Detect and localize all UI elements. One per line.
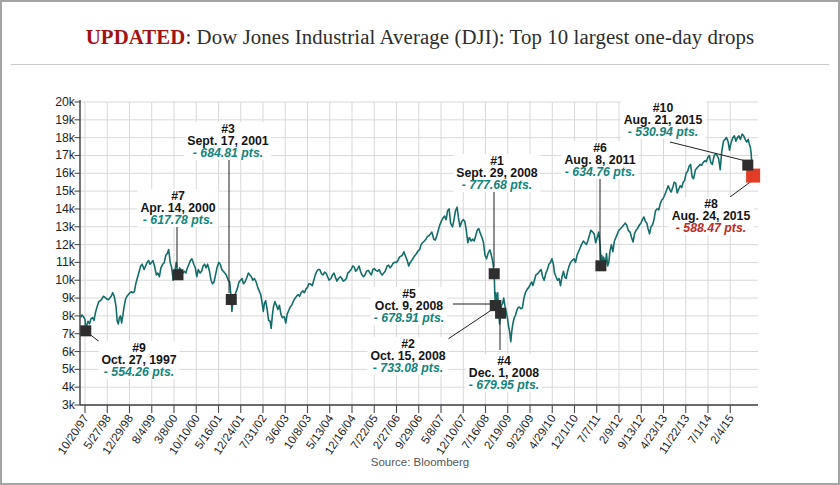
drop-marker — [490, 300, 501, 311]
y-axis-label: 18k — [55, 131, 76, 145]
y-axis-label: 19k — [55, 113, 76, 127]
drop-points-lost: - 634.76 pts. — [564, 166, 635, 178]
drop-marker-red — [746, 169, 760, 183]
drop-marker — [595, 260, 606, 271]
y-axis-label: 14k — [55, 202, 76, 216]
drop-points-lost: - 733.08 pts. — [370, 362, 445, 374]
drop-annotation-2: #2Oct. 15, 2008- 733.08 pts. — [367, 337, 448, 375]
y-axis-label: 15k — [55, 184, 76, 198]
y-axis-label: 16k — [55, 166, 76, 180]
y-axis-label: 8k — [62, 309, 76, 323]
y-axis-label: 3k — [62, 398, 76, 412]
drop-marker — [226, 294, 237, 305]
y-axis-label: 6k — [62, 345, 76, 359]
drop-points-lost: - 588.47 pts. — [672, 222, 751, 234]
drop-annotation-9: #9Oct. 27, 1997- 554.26 pts. — [98, 341, 179, 379]
y-axis-label: 13k — [55, 220, 76, 234]
drop-marker — [80, 325, 91, 336]
x-axis-label: 2/4/15 — [707, 412, 736, 446]
drop-annotation-10: #10Aug. 21, 2015- 530.94 pts. — [621, 101, 706, 139]
drop-annotation-6: #6Aug. 8, 2011- 634.76 pts. — [561, 141, 638, 179]
y-axis-label: 7k — [62, 327, 76, 341]
drop-points-lost: - 554.26 pts. — [101, 366, 176, 378]
drop-points-lost: - 530.94 pts. — [624, 126, 703, 138]
drop-points-lost: - 678.91 pts. — [374, 312, 444, 324]
drop-points-lost: - 617.78 pts. — [140, 214, 215, 226]
drop-points-lost: - 684.81 pts. — [187, 147, 268, 159]
drop-annotation-3: #3Sept. 17, 2001- 684.81 pts. — [184, 122, 271, 160]
dji-line-chart: 3k 4k 5k 6k 7k 8k 9k 10k 11k 12k 13k 14k 15k 16k 17k 18… — [0, 0, 840, 485]
y-axis-label: 12k — [55, 238, 76, 252]
drop-marker — [489, 268, 500, 279]
drop-annotation-7: #7Apr. 14, 2000- 617.78 pts. — [137, 189, 218, 227]
y-axis-label: 17k — [55, 148, 76, 162]
y-axis-label: 11k — [56, 255, 76, 269]
y-axis-label: 4k — [62, 380, 76, 394]
source-caption: Source: Bloomberg — [0, 456, 840, 468]
drop-points-lost: - 679.95 pts. — [469, 379, 539, 391]
y-axis-label: 20k — [55, 95, 76, 109]
drop-annotation-5: #5Oct. 9, 2008- 678.91 pts. — [371, 287, 447, 325]
drop-marker — [742, 160, 753, 171]
y-axis-label: 5k — [62, 362, 76, 376]
drop-annotation-4: #4Dec. 1, 2008- 679.95 pts. — [466, 354, 542, 392]
y-axis-label: 9k — [62, 291, 76, 305]
drop-annotation-8: #8Aug. 24, 2015- 588.47 pts. — [669, 197, 754, 235]
x-axis-label: 10/20/97 — [55, 412, 91, 457]
drop-annotation-1: #1Sept. 29, 2008- 777.68 pts. — [453, 154, 540, 192]
drop-points-lost: - 777.68 pts. — [456, 179, 537, 191]
y-axis-label: 10k — [55, 273, 76, 287]
annotation-connector — [448, 309, 493, 339]
drop-marker — [172, 269, 183, 280]
